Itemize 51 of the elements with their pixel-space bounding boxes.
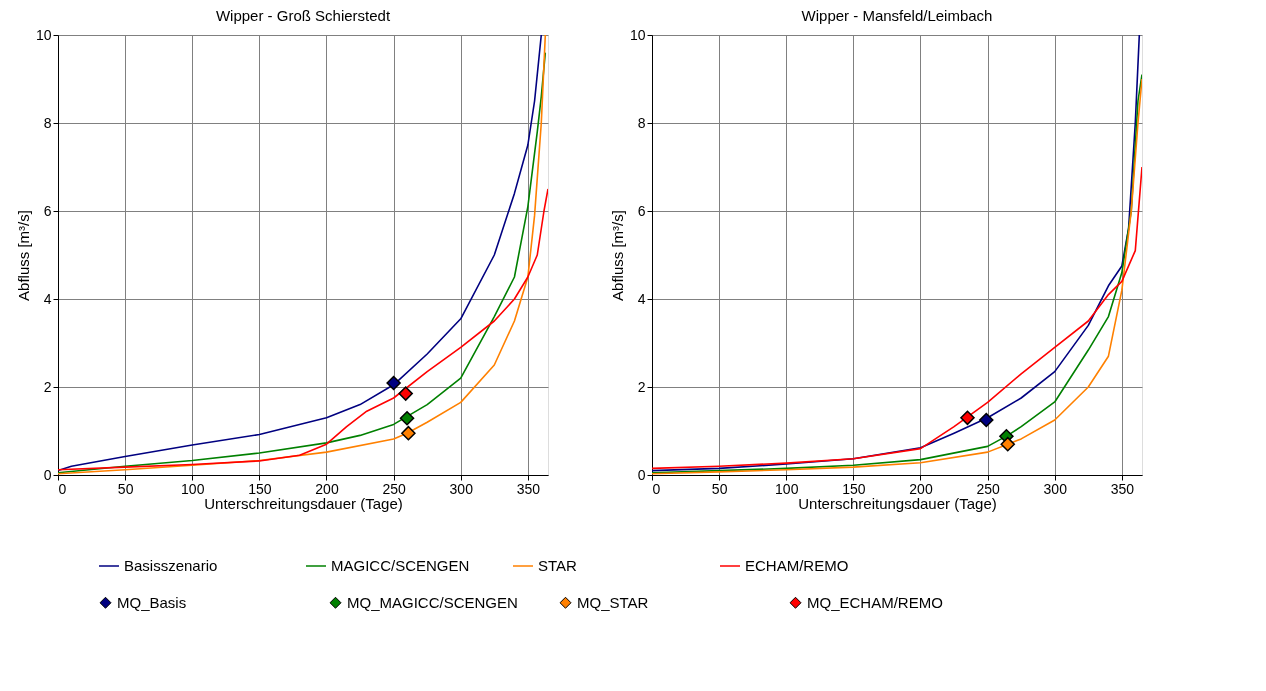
legend-label: MQ_ECHAM/REMO xyxy=(807,593,943,611)
x-tick-label: 350 xyxy=(1110,480,1135,497)
point xyxy=(398,386,413,401)
point xyxy=(960,410,975,426)
x-tick-label: 50 xyxy=(711,480,728,497)
x-tick-label: 250 xyxy=(382,480,407,497)
y-tick-label: 2 xyxy=(637,378,646,395)
x-axis-title: Unterschreitungsdauer (Tage) xyxy=(798,494,997,512)
x-axis-title: Unterschreitungsdauer (Tage) xyxy=(204,494,403,512)
y-axis-title: Abfluss [m³/s] xyxy=(14,210,32,301)
legend-label: MAGICC/SCENGEN xyxy=(331,557,470,574)
x-tick-label: 250 xyxy=(976,480,1001,497)
line-series xyxy=(652,166,1142,470)
x-tick-label: 100 xyxy=(775,480,799,497)
chart-title: Wipper - Mansfeld/Leimbach xyxy=(801,7,993,24)
x-tick-label: 0 xyxy=(58,480,67,497)
x-tick-label: 300 xyxy=(449,480,474,497)
y-tick-label: 8 xyxy=(43,114,52,131)
line-series xyxy=(58,188,548,471)
point xyxy=(401,425,416,441)
point xyxy=(386,375,401,391)
x-tick-label: 200 xyxy=(315,480,339,497)
legend-label: Basisszenario xyxy=(124,557,218,574)
y-tick-label: 6 xyxy=(43,202,52,219)
y-tick-label: 0 xyxy=(43,466,52,483)
legend-label: MQ_Basis xyxy=(117,593,187,611)
y-tick-label: 10 xyxy=(629,26,646,43)
x-tick-label: 150 xyxy=(842,480,866,497)
x-tick-label: 0 xyxy=(652,480,661,497)
y-tick-label: 4 xyxy=(637,290,646,307)
point xyxy=(1000,436,1016,452)
y-axis-title: Abfluss [m³/s] xyxy=(608,210,626,301)
legend-label: MQ_STAR xyxy=(577,593,649,611)
y-tick-label: 2 xyxy=(43,378,52,395)
x-tick-label: 200 xyxy=(909,480,933,497)
y-tick-label: 10 xyxy=(35,26,52,43)
legend-label: ECHAM/REMO xyxy=(745,557,849,574)
y-tick-label: 8 xyxy=(637,114,646,131)
x-tick-label: 350 xyxy=(516,480,541,497)
y-tick-label: 0 xyxy=(637,466,646,483)
legend-label: STAR xyxy=(538,557,578,574)
y-tick-label: 6 xyxy=(637,202,646,219)
point xyxy=(399,410,415,426)
y-tick-label: 4 xyxy=(43,290,52,307)
x-tick-label: 100 xyxy=(181,480,205,497)
x-tick-label: 50 xyxy=(117,480,134,497)
point xyxy=(979,412,994,428)
x-tick-label: 150 xyxy=(248,480,272,497)
x-tick-label: 300 xyxy=(1043,480,1068,497)
chart-title: Wipper - Groß Schierstedt xyxy=(215,7,391,24)
legend-label: MQ_MAGICC/SCENGEN xyxy=(347,593,518,611)
